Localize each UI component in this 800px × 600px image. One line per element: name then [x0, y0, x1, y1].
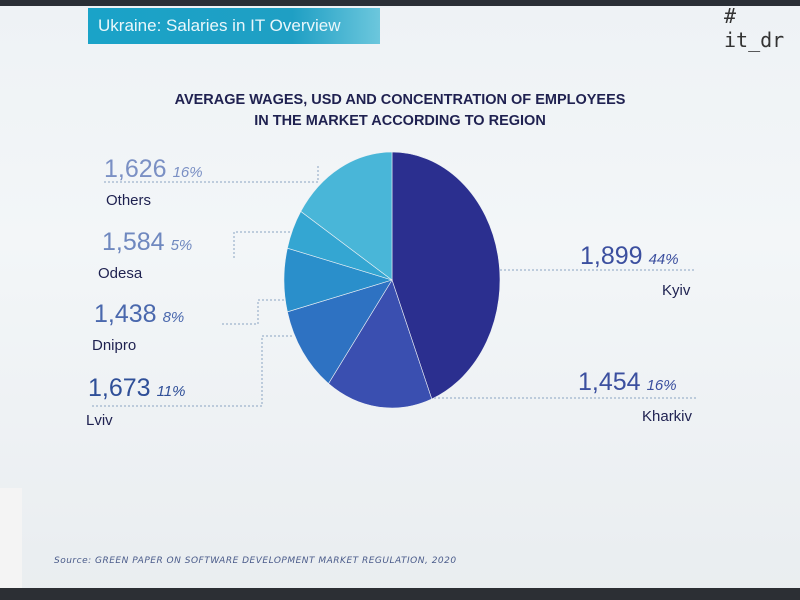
- chart-source: Source: GREEN PAPER ON SOFTWARE DEVELOPM…: [54, 556, 457, 566]
- pie-slice-kharkiv: [328, 279, 433, 409]
- share-kyiv: 44%: [648, 251, 679, 268]
- share-kharkiv: 16%: [646, 377, 677, 394]
- leader-line-others: [104, 165, 319, 183]
- top-edge: [0, 0, 800, 6]
- pie-slice-lviv: [287, 279, 393, 385]
- bottom-edge: [0, 588, 800, 600]
- wage-kharkiv: 1,454: [578, 368, 641, 396]
- chart-title-line-2: IN THE MARKET ACCORDING TO REGION: [254, 113, 546, 129]
- share-odesa: 5%: [170, 237, 193, 254]
- leader-line-dnipro: [222, 299, 286, 325]
- wage-odesa: 1,584: [102, 228, 165, 256]
- screen-edge: [0, 488, 22, 600]
- share-others: 16%: [172, 164, 203, 181]
- wage-dnipro: 1,438: [94, 300, 157, 328]
- label-others: Others: [106, 192, 152, 209]
- label-dnipro: Dnipro: [92, 337, 137, 354]
- chart-title-line-1: AVERAGE WAGES, USD AND CONCENTRATION OF …: [174, 92, 626, 108]
- value-others: 1,626 16%: [104, 155, 203, 184]
- label-kyiv: Kyiv: [662, 282, 691, 299]
- wage-lviv: 1,673: [88, 374, 151, 402]
- label-kharkiv: Kharkiv: [642, 408, 693, 425]
- label-lviv: Lviv: [86, 412, 113, 429]
- value-dnipro: 1,438 8%: [94, 300, 184, 329]
- label-odesa: Odesa: [98, 265, 143, 282]
- pie-slice-kyiv: [391, 151, 501, 400]
- wage-kyiv: 1,899: [580, 242, 643, 270]
- leader-line-lviv: [92, 335, 292, 407]
- pie-slice-others: [300, 151, 393, 281]
- share-dnipro: 8%: [162, 309, 185, 326]
- banner-title: Ukraine: Salaries in IT Overview: [98, 16, 341, 35]
- value-odesa: 1,584 5%: [102, 228, 192, 257]
- value-kharkiv: 1,454 16%: [578, 368, 677, 397]
- wage-others: 1,626: [104, 155, 167, 183]
- leader-line-odesa: [233, 231, 300, 258]
- value-lviv: 1,673 11%: [88, 374, 185, 403]
- hashtag-handle: # it_dr: [724, 4, 785, 52]
- share-lviv: 11%: [156, 383, 186, 400]
- chart-title: AVERAGE WAGES, USD AND CONCENTRATION OF …: [120, 90, 680, 132]
- slide-banner: Ukraine: Salaries in IT Overview: [88, 8, 380, 44]
- value-kyiv: 1,899 44%: [580, 242, 679, 271]
